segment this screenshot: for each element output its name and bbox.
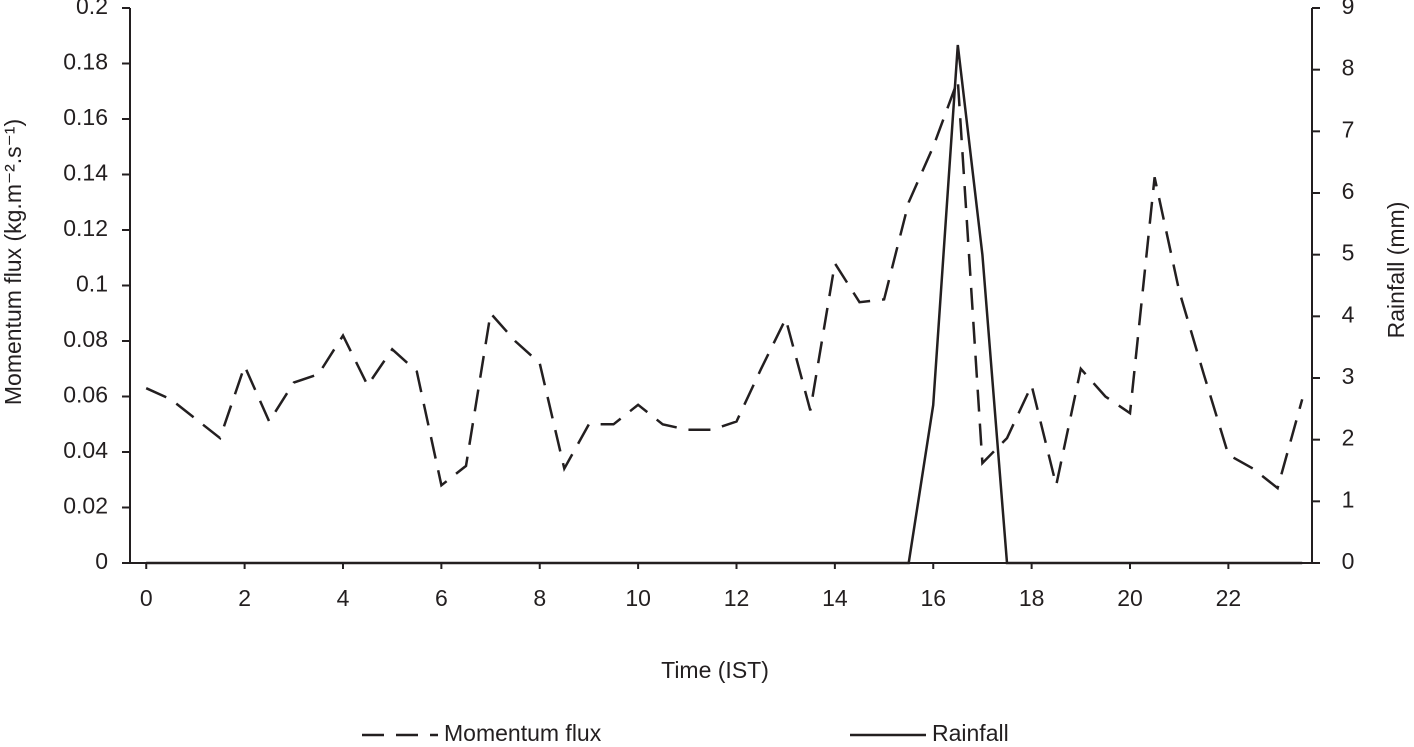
x-tick-label: 16 <box>920 585 946 611</box>
legend-label: Momentum flux <box>444 720 602 746</box>
x-tick-label: 2 <box>238 585 251 611</box>
legend-label: Rainfall <box>932 720 1009 746</box>
y-tick-label: 0.18 <box>63 49 108 75</box>
x-tick-label: 10 <box>625 585 651 611</box>
x-tick-label: 8 <box>533 585 546 611</box>
x-tick-label: 14 <box>822 585 848 611</box>
x-tick-label: 4 <box>337 585 350 611</box>
y-tick-label: 0.14 <box>63 160 108 186</box>
y-tick-label: 0.12 <box>63 215 108 241</box>
y-tick-label: 0.06 <box>63 382 108 408</box>
y-tick-label: 0.04 <box>63 437 108 463</box>
y2-tick-label: 4 <box>1342 301 1355 327</box>
y-tick-label: 0.16 <box>63 104 108 130</box>
y2-tick-label: 0 <box>1342 548 1355 574</box>
x-tick-label: 22 <box>1216 585 1242 611</box>
y2-tick-label: 2 <box>1342 425 1355 451</box>
y-tick-label: 0.1 <box>76 271 108 297</box>
x-tick-label: 12 <box>724 585 750 611</box>
y2-tick-label: 6 <box>1342 178 1355 204</box>
y-tick-label: 0.2 <box>76 0 108 19</box>
x-tick-label: 0 <box>140 585 153 611</box>
x-axis-title: Time (IST) <box>661 657 769 683</box>
y2-tick-label: 5 <box>1342 240 1355 266</box>
y2-tick-label: 9 <box>1342 0 1355 19</box>
y2-tick-label: 7 <box>1342 116 1355 142</box>
data-line <box>145 79 1304 491</box>
y-tick-label: 0 <box>95 548 108 574</box>
y-tick-label: 0.08 <box>63 326 108 352</box>
y2-tick-label: 8 <box>1342 55 1355 81</box>
y2-tick-label: 3 <box>1342 363 1355 389</box>
data-line <box>146 44 1303 565</box>
y2-tick-label: 1 <box>1342 486 1355 512</box>
y-tick-label: 0.02 <box>63 493 108 519</box>
y2-axis-title: Rainfall (mm) <box>1383 202 1409 339</box>
x-tick-label: 6 <box>435 585 448 611</box>
y-axis-title: Momentum flux (kg.m⁻².s⁻¹) <box>0 119 26 405</box>
x-tick-label: 18 <box>1019 585 1045 611</box>
x-tick-label: 20 <box>1117 585 1143 611</box>
